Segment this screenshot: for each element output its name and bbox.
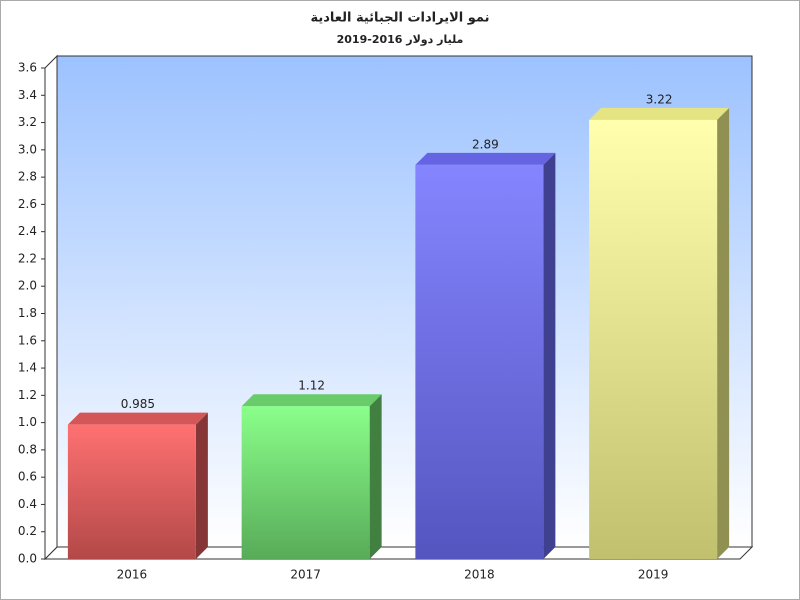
y-tick-label: 1.6	[18, 333, 37, 347]
y-tick-label: 3.6	[18, 61, 37, 75]
x-tick-label: 2019	[638, 568, 669, 582]
y-tick-label: 2.4	[18, 224, 37, 238]
bar-side	[195, 412, 208, 559]
chart-title: نمو الايرادات الجبائية العادية	[310, 11, 489, 26]
side-wall	[44, 54, 58, 561]
y-tick-label: 0.0	[18, 552, 37, 566]
y-tick-label: 3.2	[18, 115, 37, 129]
value-label: 2.89	[472, 137, 499, 151]
bar-side	[369, 394, 382, 559]
bar-top	[67, 412, 208, 425]
y-tick-label: 1.8	[18, 306, 37, 320]
value-label: 1.12	[298, 379, 325, 393]
bar-top	[415, 152, 556, 165]
chart-subtitle: مليار دولار 2016-2019	[337, 33, 464, 46]
y-tick-label: 0.6	[18, 470, 37, 484]
y-tick-label: 0.2	[18, 524, 37, 538]
y-tick-label: 3.0	[18, 142, 37, 156]
x-tick-label: 2018	[464, 568, 495, 582]
y-tick-label: 0.8	[18, 442, 37, 456]
y-tick-label: 1.2	[18, 388, 37, 402]
bar	[415, 164, 544, 559]
bar	[241, 406, 370, 559]
value-label: 3.22	[646, 92, 673, 106]
y-tick-label: 2.2	[18, 251, 37, 265]
bar	[589, 119, 718, 560]
y-tick-label: 2.0	[18, 279, 37, 293]
y-tick-label: 0.4	[18, 497, 37, 511]
x-tick-label: 2016	[117, 568, 148, 582]
y-tick-label: 1.4	[18, 361, 37, 375]
bar-side	[543, 152, 556, 559]
x-tick-label: 2017	[290, 568, 321, 582]
bar-side	[717, 107, 730, 560]
bar-top	[589, 107, 730, 120]
y-tick-label: 3.4	[18, 88, 37, 102]
y-tick-label: 2.8	[18, 170, 37, 184]
value-label: 0.985	[121, 397, 155, 411]
y-tick-label: 2.6	[18, 197, 37, 211]
bar	[67, 424, 196, 559]
bar-top	[241, 394, 382, 407]
y-tick-label: 1.0	[18, 415, 37, 429]
